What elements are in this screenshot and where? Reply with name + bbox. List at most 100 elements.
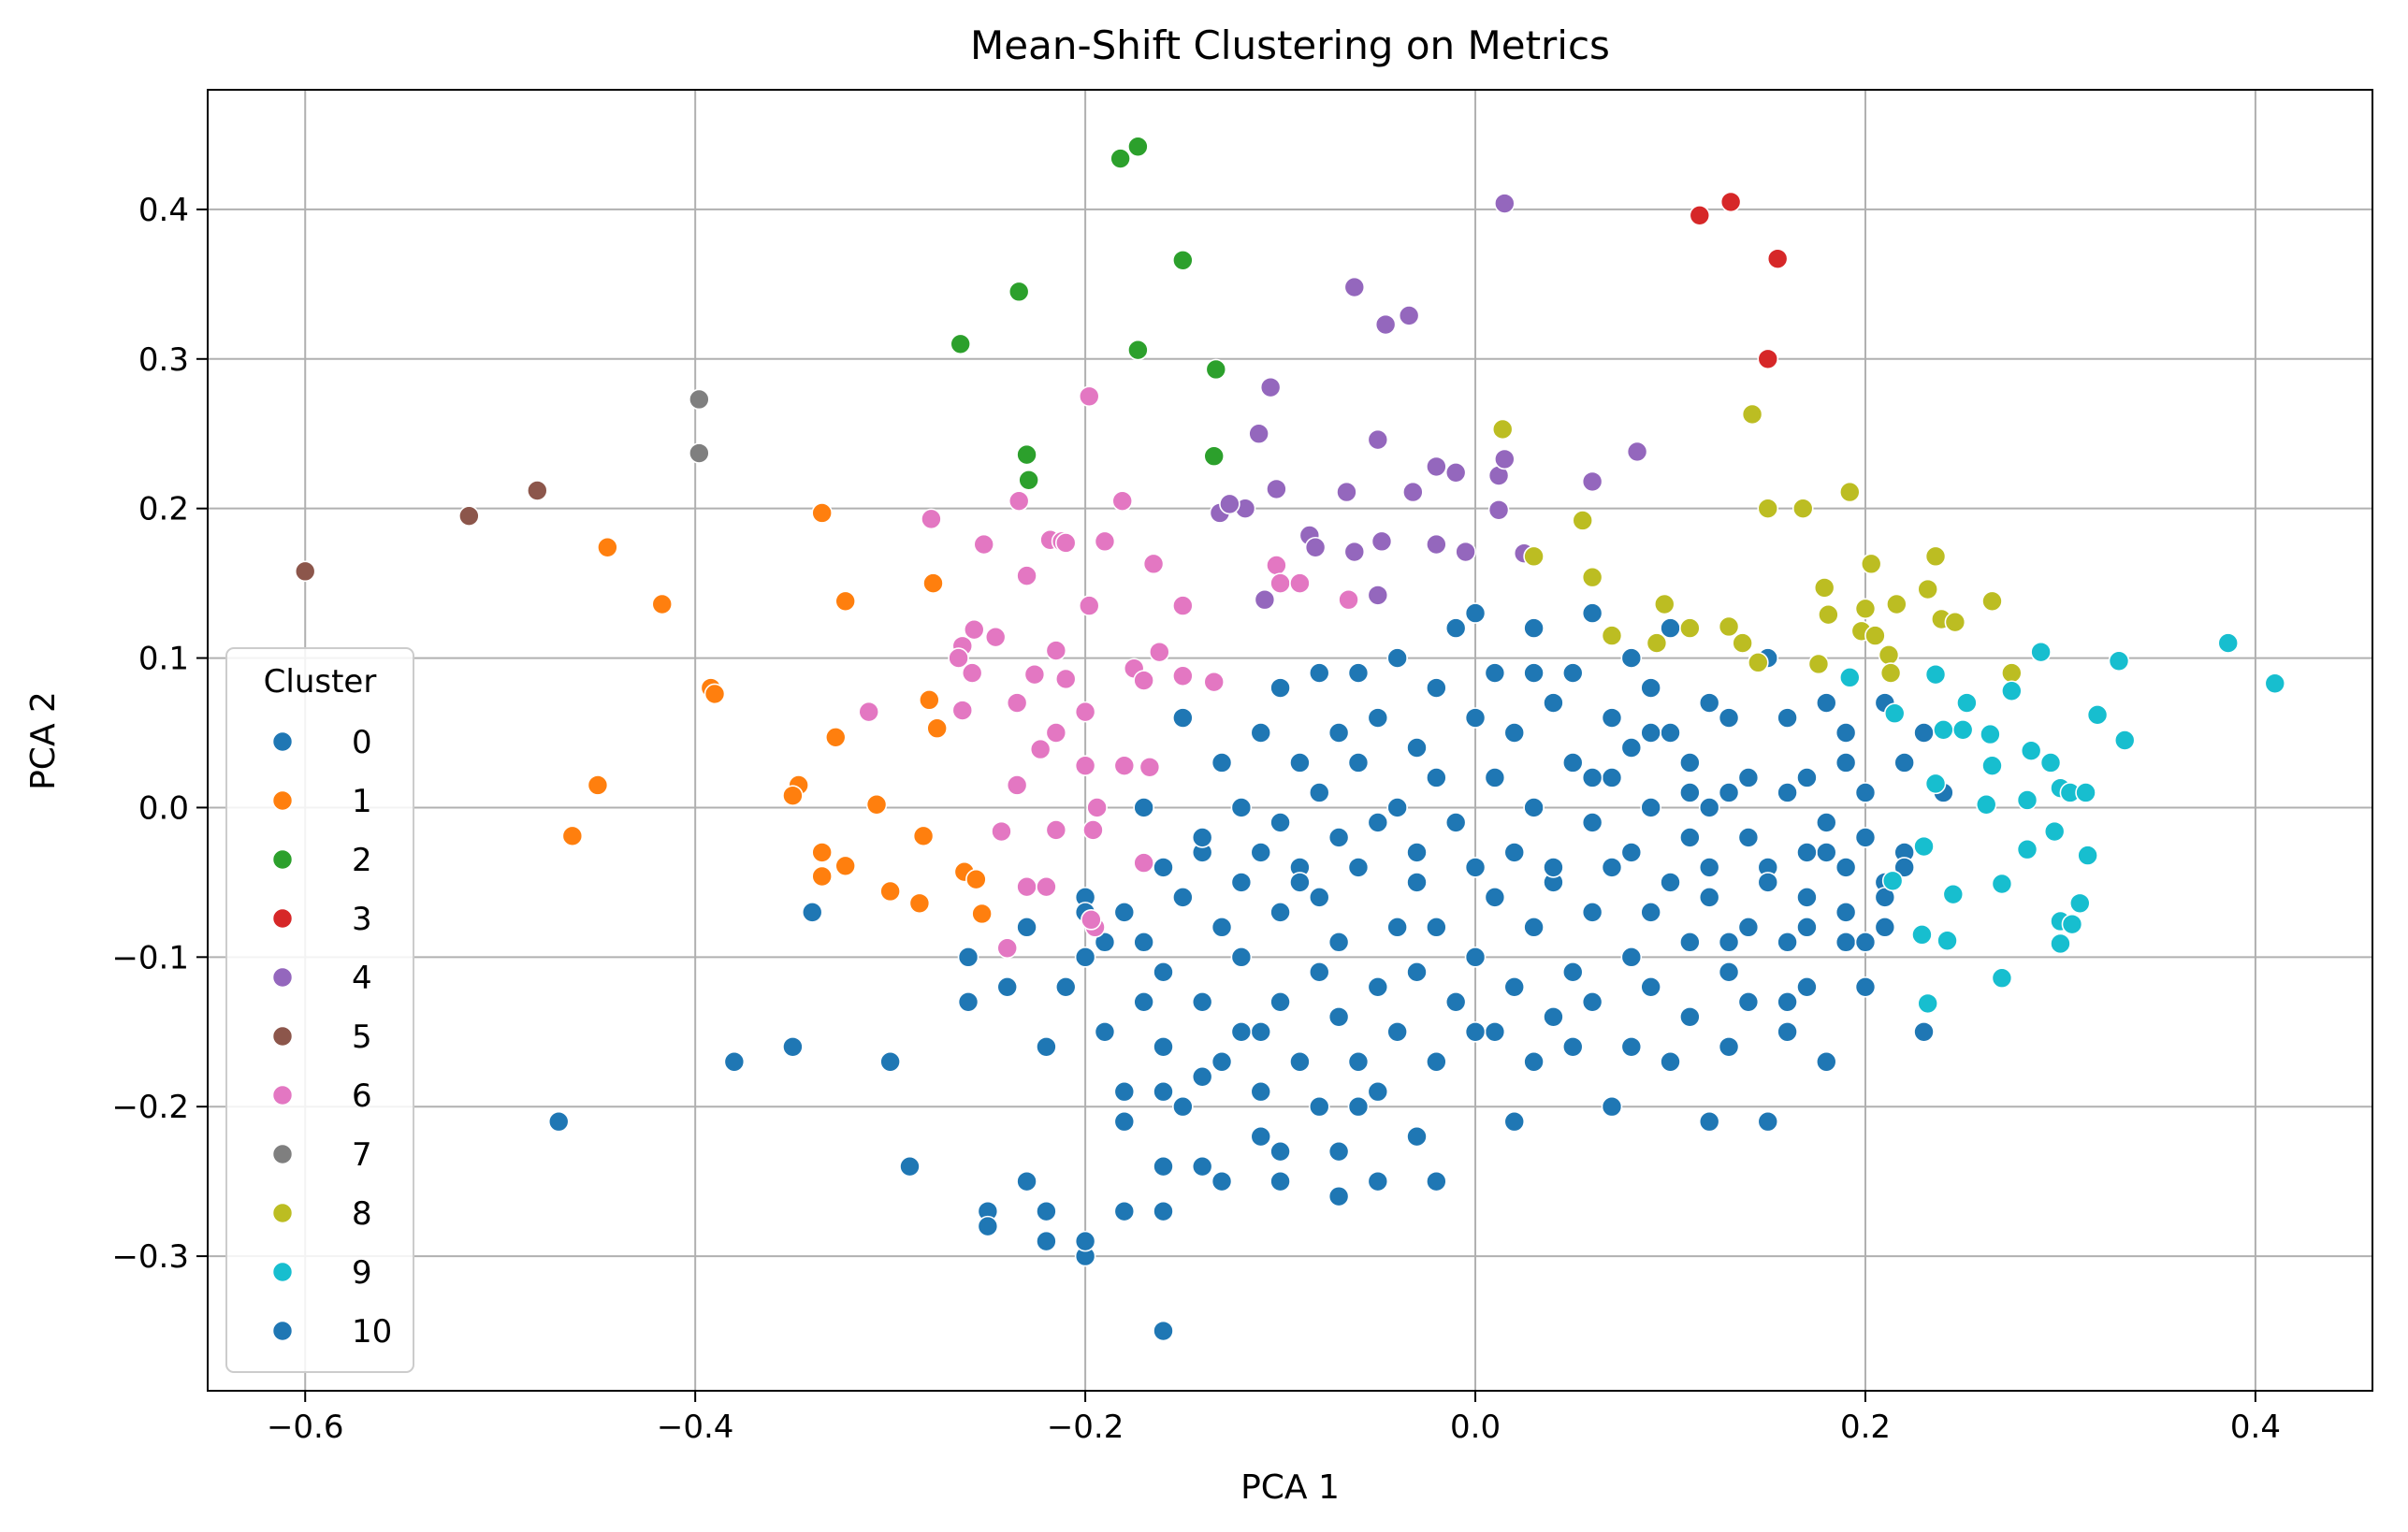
cluster-2-point-9 bbox=[1203, 445, 1225, 468]
cluster-0-point-48 bbox=[1230, 872, 1253, 893]
cluster-0-point-125 bbox=[1289, 752, 1311, 773]
cluster-0-point-73 bbox=[1484, 887, 1506, 908]
legend-label-0: 0 bbox=[352, 724, 372, 761]
cluster-8-point-21 bbox=[1864, 625, 1886, 646]
cluster-6-point-7 bbox=[1094, 530, 1116, 553]
cluster-6-point-1 bbox=[1111, 490, 1134, 512]
cluster-2-point-2 bbox=[1172, 249, 1194, 271]
grid-lines bbox=[208, 90, 2372, 1391]
cluster-6-point-20 bbox=[961, 662, 983, 684]
cluster-0-point-50 bbox=[1250, 1080, 1272, 1103]
cluster-0-point-62 bbox=[1367, 1080, 1389, 1103]
cluster-0-point-151 bbox=[1543, 692, 1564, 714]
cluster-0-point-66 bbox=[1406, 961, 1428, 983]
legend: Cluster 0 1 2 3 4 5 6 7 8 9 10 bbox=[225, 647, 414, 1373]
cluster-6-point-36 bbox=[1113, 755, 1136, 776]
cluster-0-point-161 bbox=[1640, 677, 1661, 699]
cluster-0-point-178 bbox=[1796, 767, 1818, 788]
cluster-0-point-38 bbox=[1133, 990, 1154, 1013]
cluster-1-point-7 bbox=[919, 689, 940, 711]
x-tick-label: −0.6 bbox=[267, 1409, 344, 1446]
cluster-0-point-130 bbox=[1327, 827, 1350, 848]
cluster-0-point-110 bbox=[1854, 976, 1877, 998]
legend-label-3: 3 bbox=[352, 901, 372, 938]
cluster-0-point-119 bbox=[1211, 752, 1233, 773]
cluster-6-point-26 bbox=[1054, 668, 1077, 690]
cluster-1-point-21 bbox=[879, 880, 901, 903]
cluster-0-point-177 bbox=[1796, 842, 1818, 863]
cluster-0-point-27 bbox=[1426, 1170, 1447, 1192]
cluster-3-point-0 bbox=[1719, 191, 1742, 213]
legend-label-2: 2 bbox=[352, 842, 372, 879]
cluster-4-point-10 bbox=[1626, 441, 1648, 463]
cluster-1-point-17 bbox=[834, 855, 856, 877]
cluster-8-point-11 bbox=[1917, 578, 1938, 600]
cluster-4-point-23 bbox=[1426, 533, 1447, 556]
cluster-9-point-24 bbox=[2016, 838, 2038, 860]
cluster-0-point-207 bbox=[1796, 917, 1818, 938]
cluster-9-point-22 bbox=[2016, 789, 2038, 811]
cluster-8-point-5 bbox=[1572, 510, 1594, 531]
cluster-0-point-156 bbox=[1581, 602, 1603, 624]
cluster-6-point-0 bbox=[1078, 385, 1100, 408]
cluster-9-point-3 bbox=[2108, 650, 2130, 672]
cluster-9-point-11 bbox=[1980, 723, 2001, 745]
cluster-0-point-211 bbox=[1893, 857, 1915, 878]
cluster-4-point-25 bbox=[1487, 499, 1510, 521]
cluster-0-point-183 bbox=[1854, 782, 1877, 803]
cluster-0-point-163 bbox=[1660, 722, 1681, 744]
cluster-8-point-26 bbox=[1748, 652, 1769, 673]
cluster-6-point-18 bbox=[963, 618, 985, 641]
cluster-0-point-89 bbox=[1640, 976, 1661, 998]
cluster-0-point-136 bbox=[1386, 797, 1408, 818]
cluster-6-point-23 bbox=[1149, 641, 1170, 663]
cluster-6-point-44 bbox=[1036, 875, 1057, 898]
cluster-2-point-1 bbox=[1127, 136, 1149, 158]
cluster-0-point-114 bbox=[1913, 1020, 1935, 1043]
cluster-0-point-10 bbox=[1036, 1200, 1057, 1222]
cluster-3-point-2 bbox=[1766, 248, 1789, 269]
cluster-1-point-2 bbox=[651, 593, 674, 615]
cluster-9-point-7 bbox=[2001, 680, 2023, 702]
cluster-0-point-22 bbox=[1269, 1170, 1291, 1192]
cluster-6-point-21 bbox=[984, 626, 1007, 648]
x-tick-label: 0.0 bbox=[1450, 1409, 1501, 1446]
cluster-9-point-28 bbox=[1942, 883, 1965, 905]
cluster-8-point-12 bbox=[1981, 590, 2003, 613]
cluster-0-point-152 bbox=[1543, 857, 1564, 878]
cluster-6-point-48 bbox=[1172, 665, 1194, 687]
cluster-0-point-174 bbox=[1757, 872, 1779, 893]
cluster-0-point-171 bbox=[1737, 827, 1760, 848]
cluster-0-point-92 bbox=[1679, 932, 1701, 953]
cluster-0-point-3 bbox=[879, 1050, 901, 1073]
cluster-6-point-31 bbox=[1006, 692, 1028, 714]
cluster-0-point-180 bbox=[1815, 812, 1837, 833]
cluster-0-point-86 bbox=[1620, 947, 1643, 968]
cluster-0-point-11 bbox=[1036, 1230, 1057, 1252]
cluster-0-point-78 bbox=[1543, 1005, 1564, 1028]
cluster-9-point-16 bbox=[2039, 752, 2062, 773]
cluster-0-point-23 bbox=[1327, 1140, 1350, 1163]
cluster-0-point-157 bbox=[1601, 707, 1623, 729]
cluster-1-point-15 bbox=[912, 825, 935, 847]
cluster-0-point-16 bbox=[1153, 1155, 1174, 1178]
cluster-8-point-4 bbox=[1839, 481, 1861, 503]
cluster-0-point-196 bbox=[1308, 1095, 1330, 1118]
cluster-1-point-8 bbox=[926, 717, 948, 740]
cluster-2-point-6 bbox=[1205, 358, 1227, 381]
cluster-0-point-24 bbox=[1327, 1185, 1350, 1207]
cluster-0-point-122 bbox=[1250, 842, 1272, 863]
cluster-0-point-14 bbox=[1113, 1200, 1136, 1222]
cluster-0-point-44 bbox=[1191, 990, 1213, 1013]
cluster-0-point-109 bbox=[1835, 902, 1857, 923]
cluster-0-point-61 bbox=[1367, 976, 1389, 998]
cluster-9-point-27 bbox=[1881, 870, 1904, 892]
cluster-0-point-115 bbox=[1133, 797, 1154, 818]
cluster-6-point-33 bbox=[1074, 701, 1096, 723]
cluster-2-point-0 bbox=[1110, 148, 1131, 169]
cluster-1-point-12 bbox=[865, 793, 888, 816]
cluster-4-point-13 bbox=[1402, 481, 1424, 503]
cluster-0-point-141 bbox=[1444, 617, 1467, 639]
cluster-5-point-1 bbox=[458, 505, 480, 527]
